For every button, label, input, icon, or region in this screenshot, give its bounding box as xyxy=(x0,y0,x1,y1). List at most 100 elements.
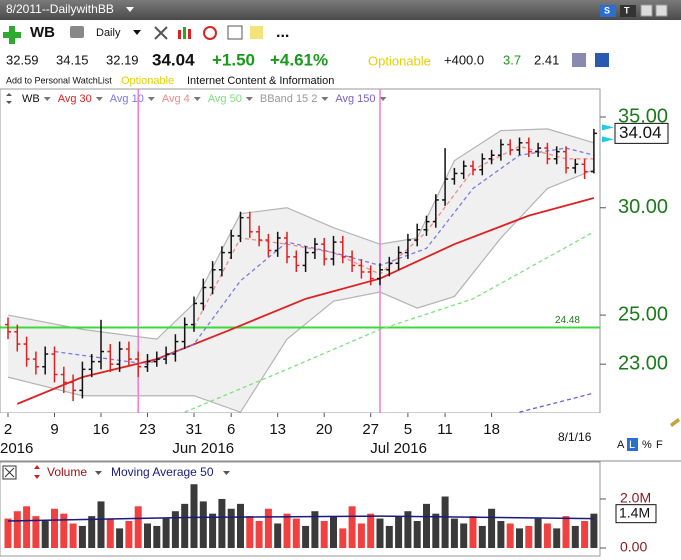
legend-dropdown[interactable] xyxy=(223,471,230,475)
volume-bar xyxy=(348,506,356,548)
x-tick-label: 16 xyxy=(93,421,110,438)
quote-low: 32.19 xyxy=(106,52,139,67)
quote-last: 34.04 xyxy=(152,50,195,69)
volume-bar xyxy=(292,518,300,548)
volume-bar xyxy=(581,521,589,548)
last-price-label: 34.04 xyxy=(619,123,662,142)
legend-dropdown[interactable] xyxy=(379,97,387,101)
legend-dropdown[interactable] xyxy=(193,97,201,101)
moving-average xyxy=(16,197,595,405)
toolbar-icon[interactable] xyxy=(178,30,181,39)
volume-bar xyxy=(497,521,505,548)
legend-dropdown[interactable] xyxy=(95,97,103,101)
y-tick-label: 25.00 xyxy=(618,303,668,325)
toolbar-icon xyxy=(183,27,186,39)
last-volume-box xyxy=(615,504,657,524)
database-icon[interactable] xyxy=(572,53,586,67)
volume-bar xyxy=(450,518,458,548)
badge-s-label: S xyxy=(604,5,610,15)
last-price-arrow xyxy=(602,124,614,143)
x-tick-label: 2 xyxy=(4,421,12,438)
volume-bar xyxy=(60,513,68,548)
scale-button-active[interactable] xyxy=(627,438,638,451)
legend-entry: Avg 4 xyxy=(162,93,190,105)
legend-arrows xyxy=(6,93,12,104)
title-bar xyxy=(0,0,681,20)
volume-bar xyxy=(516,528,523,548)
save-icon[interactable] xyxy=(595,53,609,67)
toolbar-icon xyxy=(188,29,191,39)
timeframe-dropdown[interactable] xyxy=(133,30,141,35)
quote-change: +1.50 xyxy=(212,50,255,69)
volume-bar xyxy=(339,528,347,548)
legend-dropdown[interactable] xyxy=(147,97,155,101)
y-tick-label: 35.00 xyxy=(618,105,668,127)
volume-bar xyxy=(134,506,142,548)
volume-bar xyxy=(395,516,403,548)
volume-bar xyxy=(385,525,393,548)
volume-bar xyxy=(227,508,235,548)
legend-dropdown[interactable] xyxy=(245,97,253,101)
quote-change-pct: +4.61% xyxy=(270,50,328,69)
volume-bar xyxy=(78,525,86,548)
volume-bar xyxy=(218,498,226,548)
title-dropdown[interactable] xyxy=(126,7,134,12)
add-symbol-icon[interactable] xyxy=(3,26,21,44)
badge-t-label: T xyxy=(624,5,630,15)
volume-bar xyxy=(590,513,598,548)
volume-bar xyxy=(441,496,449,548)
more-button[interactable]: ... xyxy=(276,24,289,41)
volume-bar xyxy=(144,523,151,548)
volume-bar xyxy=(88,516,96,548)
window-title[interactable]: 8/2011--DailywithBB xyxy=(6,2,114,16)
scale-button[interactable]: L xyxy=(629,439,635,451)
draw-tool-icon[interactable] xyxy=(670,418,680,427)
volume-bar xyxy=(432,513,440,548)
toolbar-icon[interactable] xyxy=(70,26,84,38)
volume-bar xyxy=(199,501,207,548)
legend-entry: Avg 10 xyxy=(110,93,144,105)
legend-entry: Avg 30 xyxy=(58,93,92,105)
volume-bar xyxy=(553,528,561,548)
month-label: Jul 2016 xyxy=(370,440,427,457)
volume-bar xyxy=(209,513,217,548)
current-date: 8/1/16 xyxy=(558,430,592,444)
scale-button[interactable]: F xyxy=(656,439,663,451)
volume-bar xyxy=(255,521,263,548)
badge-t[interactable] xyxy=(620,5,636,17)
legend-dropdown[interactable] xyxy=(95,471,102,475)
scale-button[interactable]: A xyxy=(617,439,625,451)
legend-dropdown[interactable] xyxy=(321,97,329,101)
volume-bar xyxy=(274,523,282,548)
scale-button[interactable]: % xyxy=(642,439,652,451)
volume-bar xyxy=(357,523,365,548)
timeframe[interactable]: Daily xyxy=(96,27,121,39)
x-tick-label: 11 xyxy=(437,421,453,438)
calendar-icon[interactable] xyxy=(227,25,243,40)
toolbar-icon[interactable] xyxy=(154,26,168,40)
volume-bar xyxy=(171,511,179,548)
badge-s[interactable] xyxy=(600,5,616,17)
x-tick-label: 5 xyxy=(404,421,412,438)
watchlist-link[interactable]: Add to Personal WatchList xyxy=(6,75,112,85)
legend-dropdown[interactable] xyxy=(43,97,51,101)
panel-arrows[interactable] xyxy=(34,465,40,479)
alarm-icon[interactable] xyxy=(203,26,217,40)
note-icon[interactable] xyxy=(250,26,263,39)
volume-bar xyxy=(469,516,477,548)
y-tick-label: 0.00 xyxy=(620,539,647,555)
x-tick-label: 13 xyxy=(269,421,286,438)
symbol[interactable]: WB xyxy=(30,24,55,41)
x-tick-label: 31 xyxy=(186,421,203,438)
window-button[interactable] xyxy=(655,4,668,17)
volume-bar xyxy=(237,503,244,548)
volume-bar xyxy=(125,521,133,548)
moving-average xyxy=(193,145,594,328)
volume-bar xyxy=(106,518,114,548)
x-tick-label: 6 xyxy=(227,421,235,438)
header-panel xyxy=(0,20,681,90)
bollinger-upper xyxy=(7,128,595,340)
window-button[interactable] xyxy=(640,4,653,17)
price-plot xyxy=(0,89,600,413)
